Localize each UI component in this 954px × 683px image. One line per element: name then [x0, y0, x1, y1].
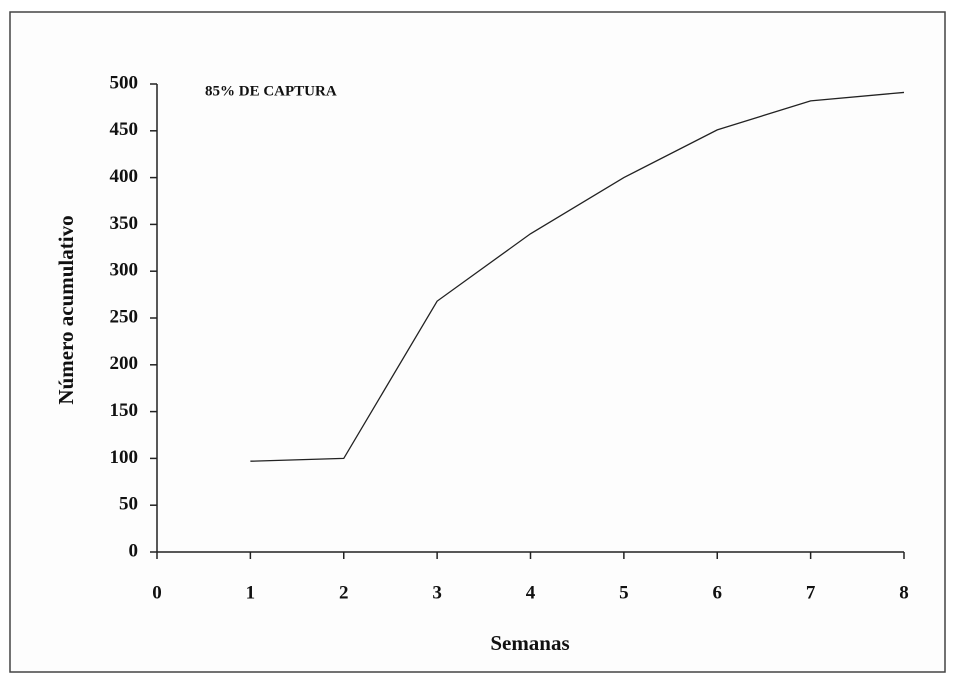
x-axis-label: Semanas — [490, 631, 569, 655]
x-tick-label: 1 — [246, 582, 256, 603]
x-tick-label: 6 — [713, 582, 723, 603]
x-tick-label: 3 — [432, 582, 442, 603]
data-line — [250, 91, 905, 462]
x-tick-label: 5 — [619, 582, 629, 603]
x-tick-label: 4 — [526, 582, 536, 603]
y-tick-label: 150 — [110, 400, 139, 421]
y-tick-label: 100 — [110, 447, 139, 468]
x-tick-label: 0 — [152, 582, 162, 603]
y-tick-label: 300 — [110, 260, 139, 281]
y-tick-label: 250 — [110, 306, 139, 327]
annotation: 85% DE CAPTURA — [205, 83, 337, 99]
y-axis-label: Número acumulativo — [54, 215, 78, 404]
y-tick-label: 450 — [110, 119, 139, 140]
y-tick-label: 400 — [110, 166, 139, 187]
y-tick-label: 0 — [129, 540, 139, 561]
x-tick-label: 8 — [899, 582, 909, 603]
y-tick-label: 350 — [110, 213, 139, 234]
chart-frame — [9, 11, 946, 673]
x-tick-label: 2 — [339, 582, 349, 603]
y-tick-label: 200 — [110, 353, 139, 374]
y-tick-label: 500 — [110, 72, 139, 93]
x-tick-label: 7 — [806, 582, 816, 603]
y-tick-label: 50 — [119, 494, 138, 515]
